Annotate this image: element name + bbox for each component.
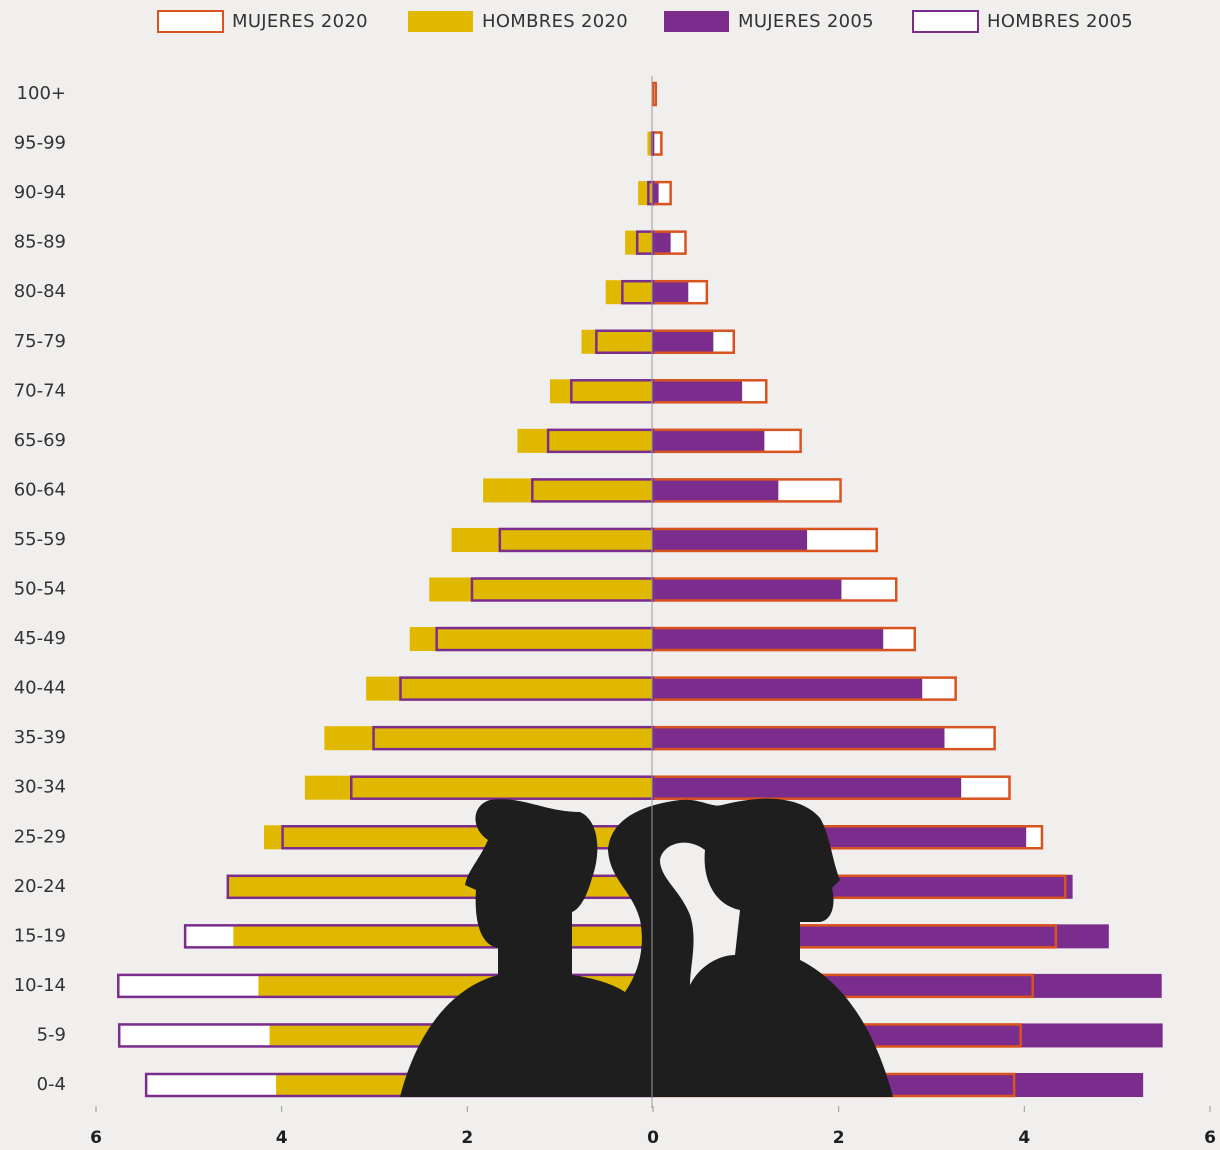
- category-label: 10-14: [14, 975, 66, 996]
- category-label: 15-19: [14, 925, 66, 946]
- bar: [625, 231, 653, 255]
- category-label: 60-64: [14, 479, 66, 500]
- x-tick-label: 2: [833, 1128, 845, 1148]
- bar: [653, 528, 807, 552]
- bar: [483, 478, 653, 502]
- bar: [653, 478, 778, 502]
- bar: [653, 429, 764, 453]
- category-label: 30-34: [14, 777, 66, 798]
- bar: [638, 181, 653, 205]
- category-label: 100+: [17, 83, 66, 104]
- x-tick-label: 6: [90, 1128, 102, 1148]
- bar: [410, 627, 653, 651]
- legend-label: MUJERES 2005: [738, 11, 874, 32]
- bar: [653, 627, 883, 651]
- bar: [429, 578, 653, 602]
- bar: [366, 677, 653, 701]
- bar: [653, 231, 671, 255]
- bar: [550, 379, 653, 403]
- bars: [118, 82, 1162, 1097]
- legend-label: HOMBRES 2020: [482, 11, 628, 32]
- x-tick-label: 2: [461, 1128, 473, 1148]
- category-label: 5-9: [37, 1024, 66, 1045]
- category-label: 40-44: [14, 678, 66, 699]
- bar: [653, 726, 944, 750]
- x-tick-label: 6: [1204, 1128, 1216, 1148]
- legend-swatch: [408, 11, 473, 32]
- category-label: 50-54: [14, 579, 66, 600]
- category-label: 75-79: [14, 331, 66, 352]
- category-label: 35-39: [14, 727, 66, 748]
- bar: [517, 429, 653, 453]
- category-label: 0-4: [37, 1074, 66, 1095]
- category-label: 20-24: [14, 876, 66, 897]
- category-label: 85-89: [14, 232, 66, 253]
- legend-label: HOMBRES 2005: [987, 11, 1133, 32]
- category-label: 80-84: [14, 281, 66, 302]
- bar: [653, 776, 961, 800]
- x-tick-label: 4: [1018, 1128, 1030, 1148]
- legend-swatch: [664, 11, 729, 32]
- category-label: 45-49: [14, 628, 66, 649]
- chart: 100+ 95-99 90-94 85-89 80-84 75-79 70-74 65-69 6…: [0, 0, 1220, 1150]
- category-label: 55-59: [14, 529, 66, 550]
- category-label: 90-94: [14, 182, 66, 203]
- bar: [305, 776, 653, 800]
- bar: [233, 924, 653, 948]
- bar: [606, 280, 653, 304]
- bar: [582, 330, 653, 354]
- bar: [653, 677, 922, 701]
- category-label: 70-74: [14, 380, 66, 401]
- bar: [653, 280, 688, 304]
- bar: [452, 528, 653, 552]
- legend-swatch: [913, 11, 978, 32]
- category-label: 25-29: [14, 826, 66, 847]
- legend-swatch: [158, 11, 223, 32]
- x-tick-label: 0: [647, 1128, 659, 1148]
- category-label: 65-69: [14, 430, 66, 451]
- category-label: 95-99: [14, 133, 66, 154]
- bar: [653, 379, 742, 403]
- bar: [653, 578, 841, 602]
- bar-background: [653, 132, 661, 156]
- bar: [653, 330, 713, 354]
- legend-label: MUJERES 2020: [232, 11, 368, 32]
- x-tick-label: 4: [276, 1128, 288, 1148]
